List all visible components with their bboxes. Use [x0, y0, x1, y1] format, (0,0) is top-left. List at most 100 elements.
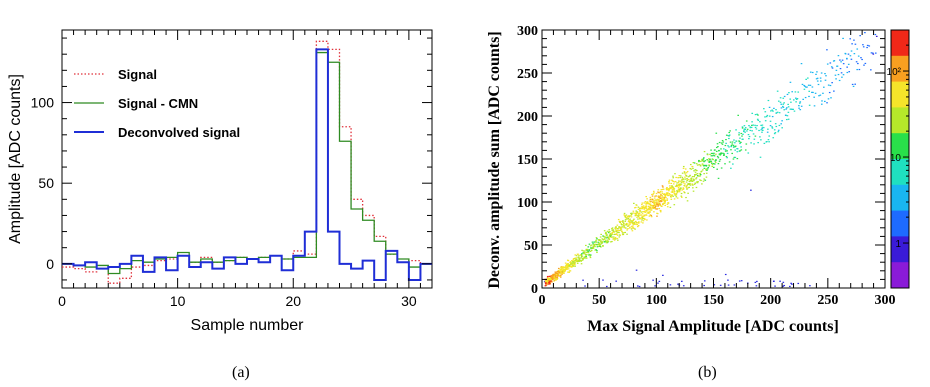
heatmap-cell: [719, 158, 722, 161]
heatmap-cell: [657, 198, 659, 200]
heatmap-cell: [729, 130, 731, 132]
colorbar-segment: [891, 159, 909, 166]
heatmap-cell: [690, 168, 693, 170]
heatmap-cell: [562, 268, 565, 270]
heatmap-cell: [771, 127, 774, 129]
heatmap-cell: [775, 109, 777, 111]
heatmap-cell: [631, 230, 634, 232]
heatmap-cell: [815, 73, 817, 75]
heatmap-cell: [652, 206, 655, 208]
heatmap-cell: [564, 269, 566, 272]
heatmap-cell: [774, 132, 777, 134]
heatmap-cell: [840, 72, 843, 74]
panel-a-ylabel: Amplitude [ADC counts]: [7, 74, 24, 244]
heatmap-cell: [626, 233, 628, 235]
heatmap-cell: [695, 181, 698, 183]
heatmap-cell: [809, 71, 812, 73]
heatmap-cell: [641, 216, 643, 218]
heatmap-cell: [593, 244, 595, 246]
heatmap-cell: [699, 165, 702, 167]
heatmap-cell: [610, 236, 612, 238]
heatmap-cell: [688, 175, 691, 177]
heatmap-cell: [656, 204, 658, 206]
colorbar-segment: [891, 242, 909, 250]
heatmap-cell: [654, 203, 656, 205]
heatmap-cell: [721, 143, 724, 145]
heatmap-cell: [625, 227, 627, 229]
heatmap-cell: [728, 137, 730, 140]
panel-a-xtick-label: 0: [58, 293, 66, 309]
heatmap-cell: [738, 134, 740, 136]
heatmap-cell: [568, 265, 571, 267]
heatmap-cell: [615, 230, 617, 233]
heatmap-cell: [782, 103, 785, 105]
heatmap-cell: [739, 150, 741, 152]
heatmap-cell: [623, 223, 625, 225]
heatmap-cell: [652, 193, 654, 195]
heatmap-cell: [711, 155, 714, 157]
colorbar-segment: [891, 126, 909, 134]
heatmap-cell: [724, 149, 727, 151]
heatmap-cell: [567, 268, 570, 270]
heatmap-cell: [834, 74, 837, 76]
heatmap-cell: [663, 197, 666, 199]
heatmap-cell: [759, 156, 762, 158]
heatmap-cell: [620, 228, 622, 230]
heatmap-cell: [687, 187, 690, 189]
heatmap-cell: [755, 128, 758, 130]
heatmap-cell: [694, 169, 697, 171]
heatmap-cell: [639, 218, 641, 220]
heatmap-cell: [640, 214, 642, 216]
heatmap-cell: [796, 98, 799, 100]
heatmap-cell: [730, 144, 733, 147]
heatmap-cell: [811, 86, 814, 88]
heatmap-cell: [708, 164, 710, 166]
heatmap-cell: [807, 84, 810, 86]
heatmap-cell: [678, 184, 681, 187]
heatmap-cell: [617, 229, 620, 231]
heatmap-cell: [607, 240, 609, 243]
heatmap-cell: [654, 208, 657, 210]
heatmap-cell: [589, 250, 592, 252]
colorbar-segment: [891, 165, 909, 173]
heatmap-cell: [585, 248, 588, 250]
heatmap-cell: [544, 285, 547, 287]
heatmap-cell: [754, 126, 757, 129]
heatmap-cell: [648, 208, 651, 210]
heatmap-cell: [598, 243, 600, 245]
heatmap-cell: [744, 128, 746, 131]
heatmap-cell: [630, 213, 633, 215]
heatmap-cell: [719, 154, 722, 156]
heatmap-cell: [650, 214, 653, 217]
heatmap-cell: [782, 281, 785, 283]
heatmap-cell: [636, 225, 639, 228]
heatmap-cell: [548, 278, 551, 281]
heatmap-cell: [744, 131, 746, 133]
heatmap-cell: [742, 138, 744, 140]
heatmap-cell: [645, 210, 648, 212]
heatmap-cell: [672, 186, 674, 188]
heatmap-cell: [711, 158, 714, 160]
heatmap-cell: [624, 219, 627, 221]
heatmap-cell: [676, 182, 678, 184]
heatmap-cell: [738, 132, 740, 134]
heatmap-cell: [725, 134, 728, 136]
heatmap-cell: [782, 106, 785, 108]
heatmap-cell: [583, 256, 586, 258]
heatmap-cell: [763, 142, 766, 145]
heatmap-cell: [671, 180, 674, 182]
heatmap-cell: [651, 205, 654, 207]
heatmap-cell: [628, 215, 630, 217]
heatmap-cell: [574, 264, 576, 266]
heatmap-cell: [662, 203, 664, 205]
heatmap-cell: [717, 157, 720, 159]
heatmap-cell: [705, 169, 707, 171]
heatmap-cell: [809, 285, 811, 287]
heatmap-cell: [555, 271, 557, 273]
heatmap-cell: [792, 99, 795, 101]
heatmap-cell: [623, 227, 626, 229]
heatmap-cell: [625, 214, 628, 216]
heatmap-cell: [713, 155, 716, 157]
heatmap-cell: [712, 163, 715, 165]
heatmap-cell: [577, 259, 579, 262]
